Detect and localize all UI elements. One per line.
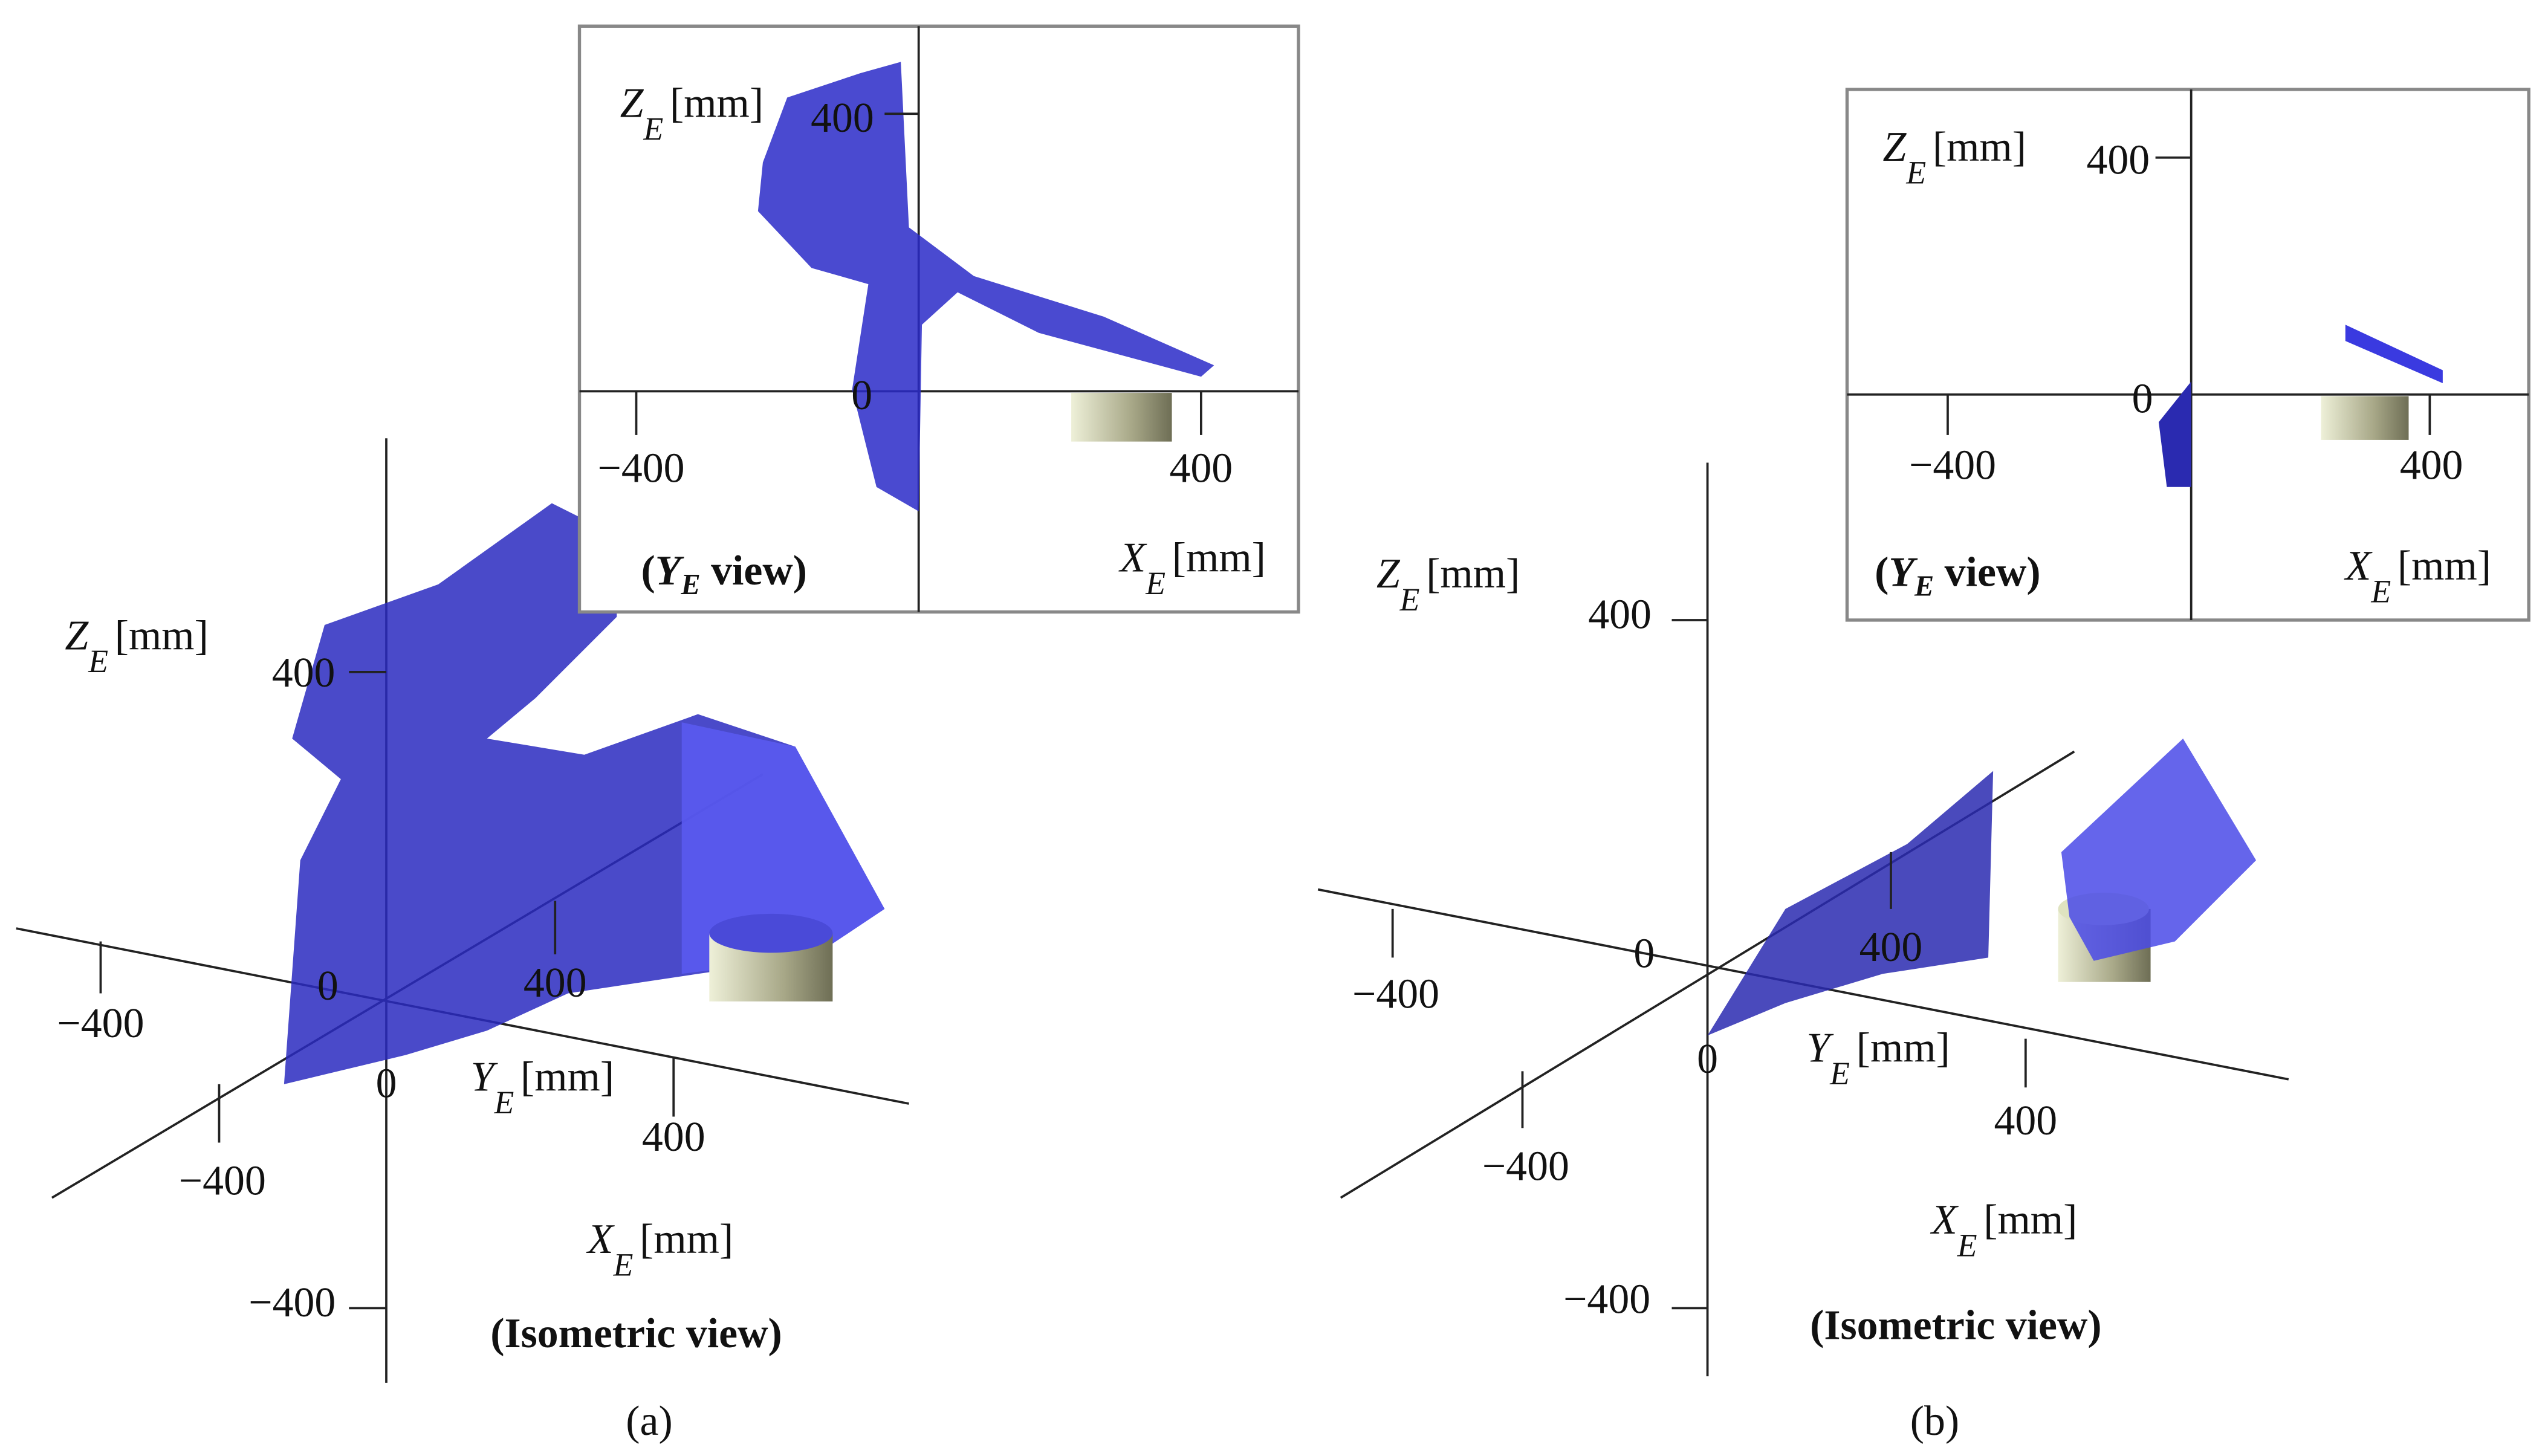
tick-label: −400 bbox=[179, 1157, 266, 1204]
cylinder bbox=[2321, 396, 2409, 440]
panel-b-inset bbox=[1845, 88, 2530, 622]
axis-letter: Z bbox=[620, 80, 644, 127]
cylinder-top bbox=[709, 913, 833, 953]
inset-frame bbox=[1845, 88, 2530, 622]
axis-unit: [mm] bbox=[520, 1054, 614, 1101]
axis-unit: [mm] bbox=[1172, 534, 1266, 581]
axis-subscript: E bbox=[643, 111, 663, 147]
view-title: (YE view) bbox=[1875, 549, 2041, 603]
title-part: view) bbox=[701, 548, 807, 594]
title-part: ( bbox=[641, 548, 655, 594]
tick-label: −400 bbox=[1563, 1276, 1650, 1322]
axis-label: ZE[mm] bbox=[65, 612, 208, 679]
axis-label: XE[mm] bbox=[1118, 534, 1266, 601]
panel-a-isometric bbox=[16, 438, 909, 1383]
tick-label: 0 bbox=[376, 1060, 397, 1107]
cylinder bbox=[1071, 393, 1172, 442]
tick-label: 400 bbox=[2087, 137, 2150, 184]
tick-label: 400 bbox=[2400, 442, 2463, 488]
tick-label: −400 bbox=[1482, 1143, 1569, 1189]
axis-unit: [mm] bbox=[115, 612, 209, 659]
tick-label: 400 bbox=[1588, 591, 1652, 638]
tick-label: 400 bbox=[1859, 924, 1923, 971]
axis-letter: Z bbox=[1883, 124, 1907, 170]
axis-label: YE[mm] bbox=[471, 1054, 614, 1121]
axis-subscript: E bbox=[2370, 573, 2391, 609]
axis-unit: [mm] bbox=[2397, 543, 2491, 589]
tick-label: 0 bbox=[317, 963, 339, 1009]
axis-unit: [mm] bbox=[640, 1216, 733, 1263]
inset-frame bbox=[577, 24, 1300, 614]
panel-b-isometric bbox=[1317, 462, 2289, 1377]
axis-label: ZE[mm] bbox=[620, 80, 764, 147]
axis-subscript: E bbox=[1145, 565, 1166, 601]
tick-label: −400 bbox=[1352, 971, 1439, 1018]
tick-label: 0 bbox=[1633, 931, 1655, 977]
view-title: (YE view) bbox=[641, 548, 808, 601]
axis-label: ZE[mm] bbox=[1376, 551, 1520, 618]
axis-unit: [mm] bbox=[1933, 124, 2026, 170]
workspace-projection bbox=[757, 62, 1214, 512]
axis-unit: [mm] bbox=[1856, 1024, 1950, 1071]
axis-letter: X bbox=[1118, 534, 1147, 581]
title-part: view) bbox=[1934, 549, 2040, 596]
view-title: (Isometric view) bbox=[490, 1310, 782, 1357]
axis-letter: X bbox=[586, 1216, 615, 1263]
title-part: ( bbox=[1875, 549, 1888, 596]
title-part: Y bbox=[655, 548, 684, 594]
axis-unit: [mm] bbox=[1426, 551, 1520, 597]
tick-label: −400 bbox=[248, 1280, 336, 1326]
axis-letter: X bbox=[2344, 543, 2373, 589]
title-part: Y bbox=[1888, 549, 1918, 596]
caption: (b) bbox=[1910, 1398, 1959, 1445]
axis-label: YE[mm] bbox=[1806, 1024, 1950, 1092]
axis-subscript: E bbox=[1905, 155, 1926, 191]
tick-label: 0 bbox=[851, 372, 872, 419]
axis-subscript: E bbox=[1399, 581, 1420, 618]
axis-unit: [mm] bbox=[670, 80, 764, 127]
tick-label: 400 bbox=[1994, 1098, 2057, 1144]
tick-label: 400 bbox=[272, 650, 336, 696]
axis-letter: Y bbox=[1806, 1024, 1834, 1071]
axis-letter: Z bbox=[65, 612, 89, 659]
axis-subscript: E bbox=[493, 1084, 514, 1121]
axis-letter: X bbox=[1930, 1197, 1959, 1243]
axis-subscript: E bbox=[88, 643, 108, 679]
axis-label: XE[mm] bbox=[1930, 1197, 2077, 1264]
tick-label: −400 bbox=[57, 1000, 144, 1047]
workspace-projection bbox=[2345, 325, 2443, 383]
axis-letter: Y bbox=[471, 1054, 499, 1101]
workspace-surface bbox=[2061, 738, 2257, 961]
axis-letter: Z bbox=[1376, 551, 1401, 597]
title-part: E bbox=[680, 569, 700, 601]
axis-label: XE[mm] bbox=[2344, 543, 2491, 610]
tick-label: 400 bbox=[1170, 445, 1233, 492]
axis-subscript: E bbox=[1957, 1227, 1977, 1263]
title-part: E bbox=[1914, 571, 1934, 603]
axis-subscript: E bbox=[1829, 1055, 1850, 1092]
axis-label: ZE[mm] bbox=[1883, 124, 2026, 191]
workspace-surface bbox=[1707, 771, 1994, 1036]
axis-unit: [mm] bbox=[1983, 1197, 2077, 1243]
tick-label: 0 bbox=[2132, 375, 2153, 422]
workspace-projection bbox=[2158, 381, 2191, 487]
workspace-surface bbox=[681, 722, 885, 974]
axis-subscript: E bbox=[613, 1247, 634, 1283]
panel-a-inset bbox=[577, 24, 1300, 614]
tick-label: 400 bbox=[524, 960, 587, 1006]
tick-label: 400 bbox=[811, 95, 874, 141]
axis-label: XE[mm] bbox=[586, 1216, 733, 1283]
view-title: (Isometric view) bbox=[1810, 1302, 2102, 1348]
tick-label: −400 bbox=[1909, 442, 1996, 488]
caption: (a) bbox=[626, 1398, 672, 1445]
tick-label: 0 bbox=[1697, 1036, 1718, 1082]
tick-label: −400 bbox=[598, 445, 685, 492]
tick-label: 400 bbox=[642, 1114, 705, 1160]
